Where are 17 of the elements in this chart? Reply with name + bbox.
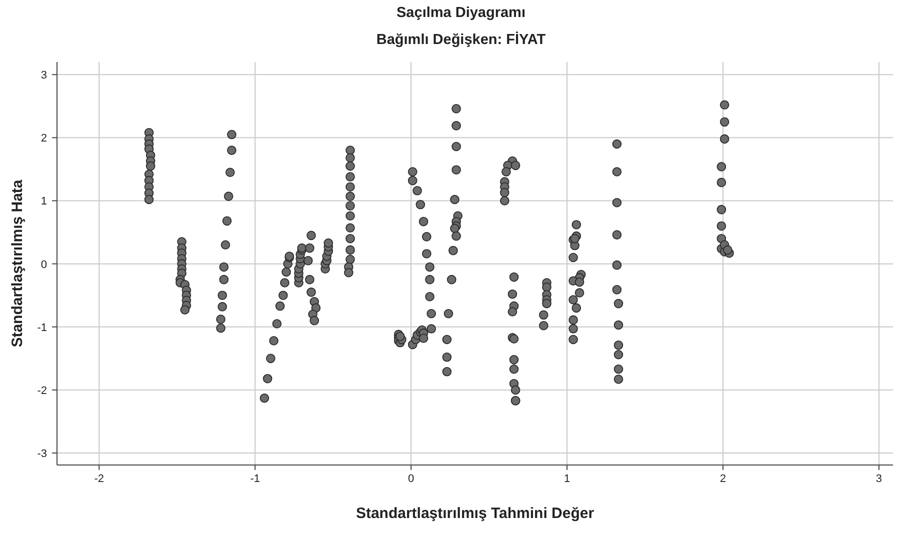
x-tick-label: 0 bbox=[408, 473, 414, 485]
y-tick-label: 2 bbox=[40, 132, 47, 145]
y-tick-label: -1 bbox=[37, 322, 47, 334]
y-tick-label: 0 bbox=[40, 258, 47, 271]
x-tick-label: 3 bbox=[876, 473, 882, 485]
y-tick-label: -2 bbox=[37, 384, 47, 397]
chart-title: Saçılma Diyagramı bbox=[396, 5, 526, 21]
x-axis-title: Standartlaştırılmış Tahmini Değer bbox=[356, 505, 594, 522]
y-tick-label: 3 bbox=[40, 70, 47, 82]
y-tick-label: -3 bbox=[37, 448, 47, 460]
x-tick-label: -2 bbox=[94, 473, 104, 485]
chart-subtitle: Bağımlı Değişken: FİYAT bbox=[376, 31, 546, 48]
x-tick-label: -1 bbox=[250, 473, 260, 485]
y-tick-label: 1 bbox=[40, 196, 47, 208]
x-tick-label: 1 bbox=[564, 473, 570, 485]
x-tick-label: 2 bbox=[720, 473, 726, 485]
y-axis-title: Standartlaştırılmış Hata bbox=[9, 179, 26, 348]
